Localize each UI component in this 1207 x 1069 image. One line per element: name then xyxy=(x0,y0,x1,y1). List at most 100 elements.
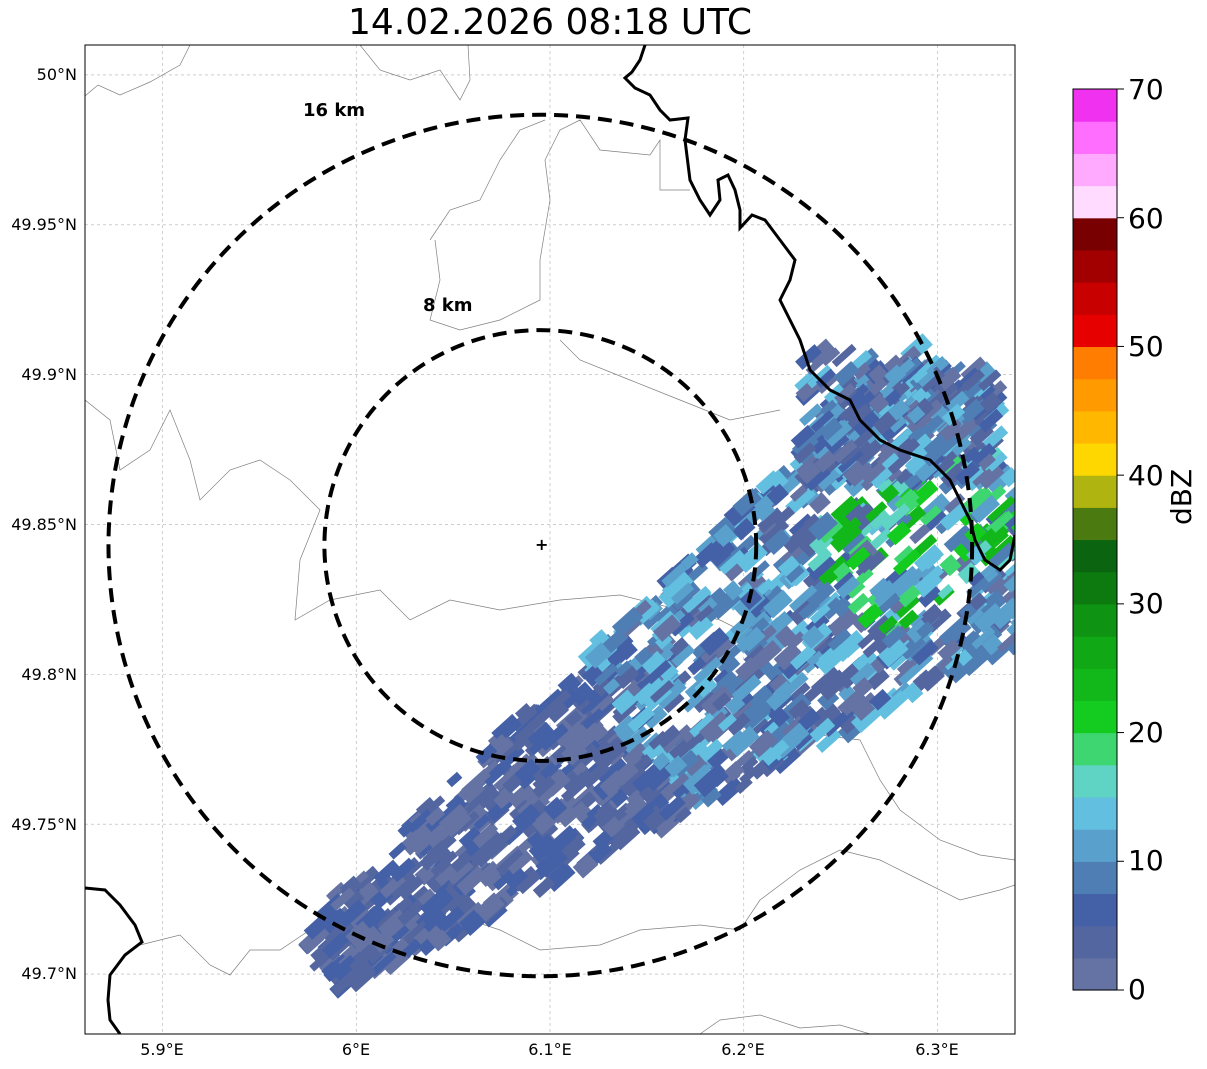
echo-cell xyxy=(683,754,708,778)
echo-cell xyxy=(407,808,433,834)
radar-site-marker: + xyxy=(535,535,548,554)
echo-cell xyxy=(788,682,811,703)
colorbar-segment xyxy=(1073,378,1117,412)
echo-cell xyxy=(788,513,813,537)
echo-cell xyxy=(999,467,1015,488)
echo-cell xyxy=(430,850,458,877)
ring-label-8km: 8 km xyxy=(423,295,473,316)
echo-cell xyxy=(671,790,701,819)
echo-cell xyxy=(373,859,400,885)
echo-cell xyxy=(642,609,664,630)
echo-cell xyxy=(735,749,754,767)
echo-cell xyxy=(808,511,838,541)
echo-cell xyxy=(724,760,745,782)
echo-cell xyxy=(1006,616,1015,636)
echo-cell xyxy=(654,678,687,710)
echo-cell xyxy=(908,479,939,509)
colorbar-segment xyxy=(1073,539,1117,573)
echo-cell xyxy=(770,610,794,634)
echo-cell xyxy=(986,451,1008,472)
echo-cell xyxy=(708,540,737,567)
echo-cell xyxy=(693,656,723,685)
echo-cell xyxy=(459,909,485,935)
echo-cell xyxy=(699,627,730,656)
echo-cell xyxy=(725,677,748,699)
colorbar-segment xyxy=(1073,282,1117,315)
echo-cell xyxy=(831,596,853,618)
echo-cell xyxy=(711,692,732,712)
echo-cell xyxy=(612,760,640,787)
echo-cell xyxy=(925,510,948,531)
colorbar-tick-label: 70 xyxy=(1128,73,1164,106)
echo-cell xyxy=(693,765,727,798)
echo-cell xyxy=(1046,537,1066,557)
echo-cell xyxy=(424,925,446,947)
echo-cell xyxy=(970,494,1001,523)
colorbar-tick-label: 60 xyxy=(1128,202,1164,235)
echo-cell xyxy=(535,846,568,878)
lat-tick-label: 49.85°N xyxy=(11,515,77,534)
echo-cell xyxy=(815,648,842,675)
echo-cell xyxy=(790,424,816,449)
colorbar-segment xyxy=(1073,442,1117,476)
echo-cell xyxy=(713,669,730,686)
echo-cell xyxy=(419,886,454,920)
echo-cell xyxy=(900,505,927,531)
echo-cell xyxy=(766,483,789,506)
echo-cell xyxy=(976,462,1005,490)
echo-cell xyxy=(719,549,746,575)
echo-cell xyxy=(649,680,675,703)
echo-cell xyxy=(584,642,612,669)
echo-cell xyxy=(846,403,873,428)
echo-cell xyxy=(883,354,906,376)
echo-cell xyxy=(943,524,973,553)
plot-frame xyxy=(84,44,1016,1035)
echo-cell xyxy=(755,470,781,495)
echo-cell xyxy=(868,393,890,414)
echo-cell xyxy=(503,866,529,891)
echo-cell xyxy=(671,644,696,667)
echo-cell xyxy=(748,729,778,758)
lat-tick-label: 49.7°N xyxy=(21,964,77,983)
echo-cell xyxy=(906,410,933,435)
echo-cell xyxy=(656,660,679,683)
echo-cell xyxy=(743,697,768,721)
echo-cell xyxy=(964,522,988,547)
echo-cell xyxy=(817,518,844,544)
country-border xyxy=(85,886,144,1034)
echo-cell xyxy=(326,885,344,903)
echo-cell xyxy=(680,552,699,570)
echo-cell xyxy=(543,796,568,821)
echo-cell xyxy=(827,607,860,639)
echo-cell xyxy=(763,589,793,619)
echo-cell xyxy=(532,876,556,898)
colorbar-segment xyxy=(1073,796,1117,830)
echo-cell xyxy=(514,703,536,724)
echo-cell xyxy=(594,663,618,686)
echo-cell xyxy=(641,650,668,677)
echo-cell xyxy=(893,545,914,565)
echo-cell xyxy=(624,796,644,816)
echo-cell xyxy=(593,802,619,827)
echo-cell xyxy=(369,951,397,977)
echo-cell xyxy=(421,849,440,868)
echo-cell xyxy=(774,625,798,648)
echo-cell xyxy=(961,369,985,392)
precipitation-echoes xyxy=(298,333,1066,999)
echo-cell xyxy=(827,628,852,651)
lat-tick-label: 50°N xyxy=(36,65,77,84)
echo-cell xyxy=(727,725,760,757)
echo-cell xyxy=(833,361,860,387)
echo-cell xyxy=(732,487,762,517)
echo-cell xyxy=(495,848,526,877)
echo-cell xyxy=(797,461,822,485)
echo-cell xyxy=(869,577,892,599)
echo-cell xyxy=(870,467,893,489)
lon-tick-label: 6.3°E xyxy=(915,1040,959,1059)
echo-cell xyxy=(652,614,682,642)
admin-boundary xyxy=(429,119,546,241)
range-ring-16km xyxy=(106,112,975,979)
colorbar-segment xyxy=(1073,829,1117,862)
echo-cell xyxy=(810,410,835,433)
colorbar-segment xyxy=(1073,475,1117,508)
